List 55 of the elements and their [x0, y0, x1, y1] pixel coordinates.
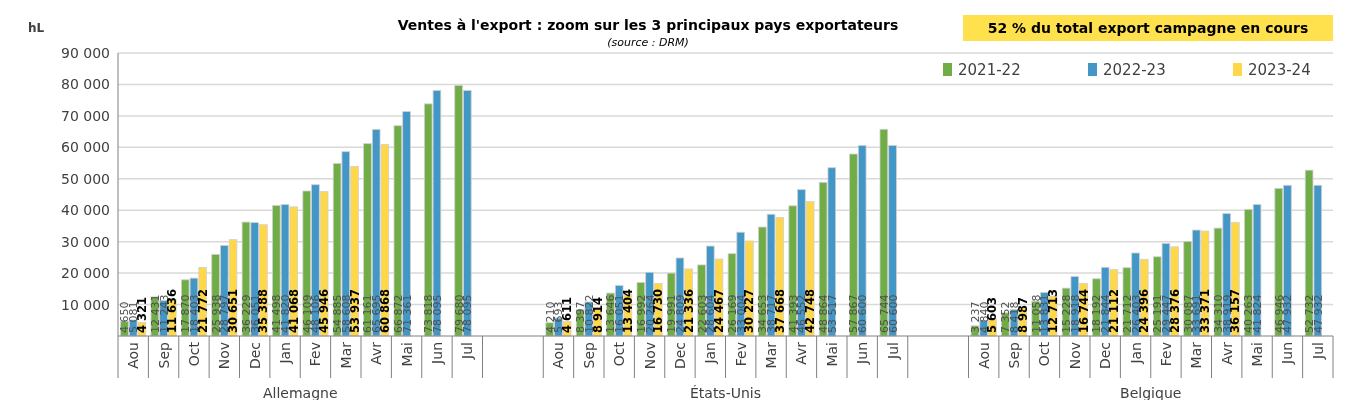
- y-tick-label: 60 000: [61, 139, 110, 156]
- x-tick-label: Mar: [1188, 341, 1205, 369]
- x-tick-label: Sep: [1006, 341, 1023, 369]
- x-tick-label: Jul: [884, 342, 901, 360]
- x-tick-label: Oct: [611, 341, 628, 367]
- x-tick-label: Mai: [1249, 342, 1266, 367]
- x-tick-label: Jan: [277, 342, 294, 365]
- x-tick-label: Nov: [641, 342, 658, 370]
- x-tick-label: Jul: [459, 342, 476, 360]
- x-tick-label: Dec: [1097, 342, 1114, 370]
- text: Belgique: [1120, 385, 1182, 401]
- x-tick-label: Oct: [1036, 341, 1053, 367]
- y-tick-label: 40 000: [61, 202, 110, 219]
- x-tick-label: Nov: [1066, 342, 1083, 370]
- x-tick-label: Avr: [793, 341, 810, 365]
- y-tick-label: 20 000: [61, 265, 110, 282]
- x-tick-label: Dec: [671, 342, 688, 370]
- x-tick-label: Mar: [763, 341, 780, 369]
- x-tick-label: Dec: [246, 342, 263, 370]
- y-tick-label: 30 000: [61, 233, 110, 250]
- legend-label: 2022-23: [1103, 61, 1166, 79]
- x-tick-label: Jul: [1309, 342, 1326, 360]
- y-axis-title: hL: [28, 21, 45, 35]
- legend-label: 2021-22: [958, 61, 1021, 79]
- x-tick-label: Aou: [125, 342, 142, 369]
- x-tick-label: Sep: [580, 341, 597, 369]
- x-tick-label: Aou: [550, 342, 567, 369]
- x-tick-label: Jun: [1279, 342, 1296, 365]
- chart-subtitle: (source : DRM): [607, 36, 689, 49]
- x-tick-label: Fev: [732, 342, 749, 367]
- x-tick-label: Mai: [398, 342, 415, 367]
- x-tick-label: Fev: [1157, 342, 1174, 367]
- legend-label: 2023-24: [1248, 61, 1311, 79]
- x-tick-label: Sep: [155, 341, 172, 369]
- text: Allemagne: [262, 385, 338, 401]
- x-tick-label: Fev: [307, 342, 324, 367]
- x-tick-label: Avr: [368, 341, 385, 365]
- x-tick-label: Avr: [1218, 341, 1235, 365]
- x-tick-label: Aou: [975, 342, 992, 369]
- y-tick-label: 10 000: [61, 296, 110, 313]
- x-tick-label: Jan: [702, 342, 719, 365]
- text: États-Unis: [689, 385, 762, 401]
- x-tick-label: Jan: [1127, 342, 1144, 365]
- x-tick-label: Nov: [216, 342, 233, 370]
- x-tick-label: Jun: [854, 342, 871, 365]
- text: 52 % du total export campagne en cours: [987, 20, 1309, 36]
- y-tick-label: 70 000: [61, 107, 110, 124]
- x-tick-label: Oct: [185, 341, 202, 367]
- y-tick-label: 80 000: [61, 76, 110, 93]
- y-tick-label: 50 000: [61, 170, 110, 187]
- y-tick-label: 90 000: [61, 45, 110, 61]
- x-tick-label: Mar: [337, 341, 354, 369]
- x-tick-label: Mai: [823, 342, 840, 367]
- chart-title: Ventes à l'export : zoom sur les 3 principaux pays exportateurs: [397, 17, 899, 33]
- x-tick-label: Jun: [428, 342, 445, 365]
